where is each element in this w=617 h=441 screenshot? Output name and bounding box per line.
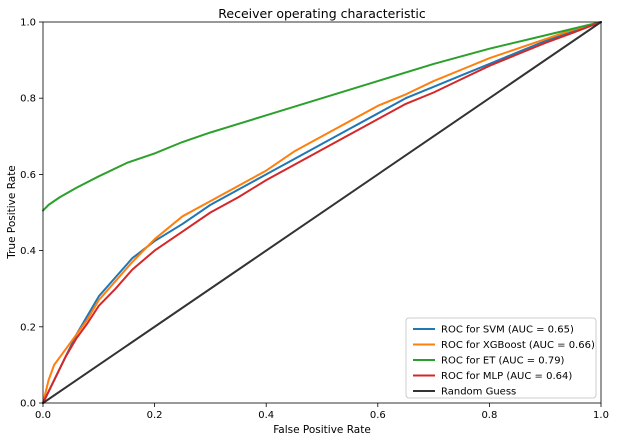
series-line-et [42, 21, 602, 212]
series-line-random-guess [42, 21, 602, 404]
y-axis-label: True Positive Rate [6, 165, 18, 260]
plot-lines [42, 21, 602, 404]
y-tick-label: 0.2 [20, 322, 36, 333]
y-tick-label: 0.8 [20, 94, 36, 105]
y-axis-ticks: 0.0 0.2 0.4 0.6 0.8 1.0 [20, 18, 43, 410]
axes-frame [42, 21, 602, 404]
x-tick-label: 0.8 [481, 410, 497, 421]
x-tick-label: 0.2 [147, 410, 163, 421]
chart-title: Receiver operating characteristic [218, 6, 426, 21]
legend-label: Random Guess [441, 387, 516, 398]
x-tick-label: 1.0 [593, 410, 609, 421]
series-line-xgboost [42, 21, 602, 404]
legend-label: ROC for ET (AUC = 0.79) [441, 356, 565, 367]
x-axis-ticks: 0.0 0.2 0.4 0.6 0.8 1.0 [35, 403, 609, 421]
y-tick-label: 1.0 [20, 18, 36, 29]
x-tick-label: 0.6 [370, 410, 386, 421]
y-tick-label: 0.6 [20, 170, 36, 181]
legend-label: ROC for XGBoost (AUC = 0.66) [441, 340, 595, 351]
legend-label: ROC for MLP (AUC = 0.64) [441, 371, 572, 382]
x-axis-label: False Positive Rate [273, 424, 371, 436]
x-tick-label: 0.4 [258, 410, 274, 421]
legend-box [405, 317, 597, 399]
series-line-mlp [42, 21, 602, 404]
x-tick-label: 0.0 [35, 410, 51, 421]
y-tick-label: 0.4 [20, 246, 36, 257]
legend: ROC for SVM (AUC = 0.65) ROC for XGBoost … [405, 317, 597, 399]
series-line-svm [42, 21, 602, 404]
legend-label: ROC for SVM (AUC = 0.65) [441, 325, 574, 336]
y-tick-label: 0.0 [20, 399, 36, 410]
